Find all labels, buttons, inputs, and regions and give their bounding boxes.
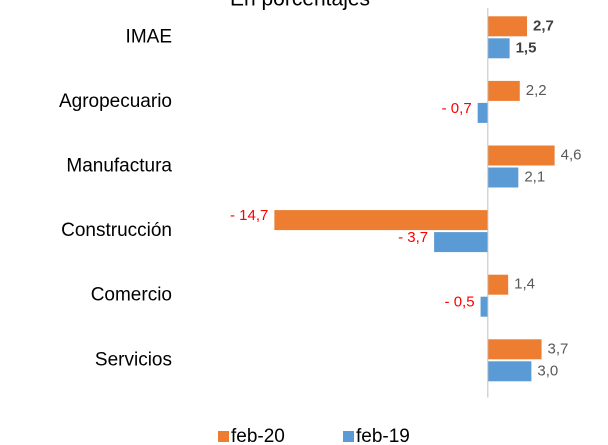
y-tick-label: Manufactura [66,156,172,177]
data-label: 1,4 [514,276,535,293]
bar [487,38,510,59]
bar [487,80,520,101]
y-tick-label: IMAE [126,26,172,47]
bar [487,339,542,360]
data-label: - 14,7 [230,207,268,224]
bar [487,145,555,166]
y-tick-label: Agropecuario [59,91,172,112]
bar [434,232,488,253]
legend-swatch [343,431,354,442]
data-label: 2,2 [526,82,547,99]
y-tick-label: Servicios [95,349,172,370]
data-label: 1,5 [516,39,537,56]
bar [487,274,509,295]
data-label: 3,7 [548,340,569,357]
bar [477,102,488,123]
data-label: 4,6 [561,146,582,163]
bar [487,167,519,188]
bar [487,361,532,382]
data-label: - 3,7 [398,229,428,246]
legend-label: feb-19 [356,426,410,445]
y-tick-label: Construcción [61,220,172,241]
y-tick-label: Comercio [91,285,172,306]
legend-swatch [218,431,229,442]
data-label: - 0,7 [442,100,472,117]
bar [480,296,488,317]
data-label: 2,7 [533,17,554,34]
data-label: 3,0 [537,362,558,379]
data-label: - 0,5 [445,294,475,311]
bar [487,16,528,37]
data-label: 2,1 [524,168,545,185]
legend-label: feb-20 [231,426,285,445]
chart-title: En porcentajes [230,0,370,11]
bar [274,210,488,231]
